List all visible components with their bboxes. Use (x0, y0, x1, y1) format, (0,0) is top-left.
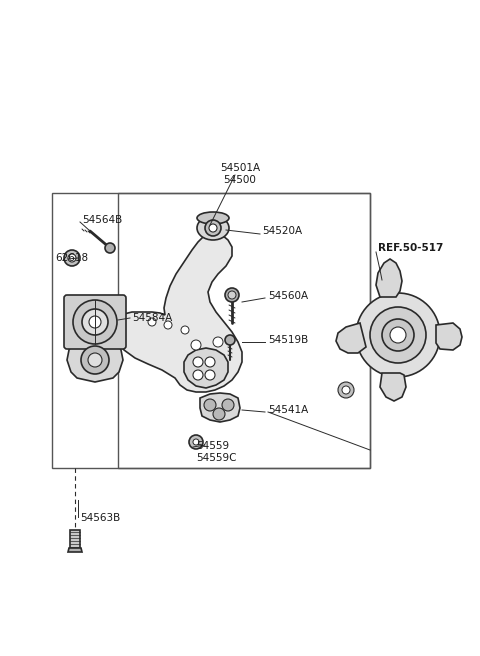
Circle shape (68, 254, 76, 262)
Circle shape (225, 288, 239, 302)
Polygon shape (436, 323, 462, 350)
Circle shape (204, 399, 216, 411)
Circle shape (89, 316, 101, 328)
Text: 54560A: 54560A (268, 291, 308, 301)
Circle shape (105, 243, 115, 253)
Circle shape (205, 357, 215, 367)
Circle shape (342, 386, 350, 394)
Circle shape (189, 435, 203, 449)
FancyBboxPatch shape (64, 295, 126, 349)
Circle shape (390, 327, 406, 343)
Polygon shape (184, 348, 228, 388)
Polygon shape (68, 548, 82, 552)
Circle shape (356, 293, 440, 377)
Polygon shape (376, 259, 402, 297)
Polygon shape (70, 530, 80, 548)
Text: REF.50-517: REF.50-517 (378, 243, 444, 253)
Text: 54500: 54500 (224, 175, 256, 185)
Circle shape (164, 321, 172, 329)
Text: 54501A: 54501A (220, 163, 260, 173)
Text: 54564B: 54564B (82, 215, 122, 225)
Circle shape (222, 399, 234, 411)
Polygon shape (380, 373, 406, 401)
Circle shape (370, 307, 426, 363)
Text: 54559C: 54559C (196, 453, 237, 463)
Circle shape (82, 309, 108, 335)
Polygon shape (200, 393, 240, 422)
Circle shape (338, 382, 354, 398)
Circle shape (73, 300, 117, 344)
Circle shape (382, 319, 414, 351)
Circle shape (181, 326, 189, 334)
Circle shape (191, 340, 201, 350)
Text: 54541A: 54541A (268, 405, 308, 415)
Circle shape (225, 335, 235, 345)
Circle shape (213, 337, 223, 347)
Circle shape (193, 370, 203, 380)
Circle shape (88, 353, 102, 367)
Text: 54563B: 54563B (80, 513, 120, 523)
Circle shape (213, 408, 225, 420)
Bar (52, 193, 370, 468)
Polygon shape (112, 233, 242, 392)
Circle shape (193, 439, 199, 445)
Circle shape (228, 291, 236, 299)
Circle shape (148, 318, 156, 326)
Circle shape (64, 250, 80, 266)
Text: 62618: 62618 (55, 253, 88, 263)
Polygon shape (336, 323, 366, 353)
Bar (118, 193, 370, 468)
Circle shape (81, 346, 109, 374)
Text: 54559: 54559 (196, 441, 229, 451)
Circle shape (193, 357, 203, 367)
Text: 54584A: 54584A (132, 313, 172, 323)
Circle shape (209, 224, 217, 232)
Ellipse shape (197, 216, 229, 240)
Text: 54520A: 54520A (262, 226, 302, 236)
Circle shape (205, 220, 221, 236)
Polygon shape (67, 342, 123, 382)
Ellipse shape (197, 212, 229, 224)
Circle shape (205, 370, 215, 380)
Text: 54519B: 54519B (268, 335, 308, 345)
